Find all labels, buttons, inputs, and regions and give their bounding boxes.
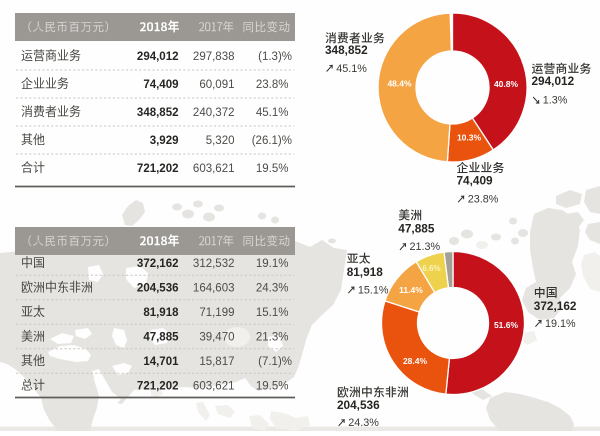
- svg-text:6.6%: 6.6%: [422, 264, 440, 273]
- svg-text:81,918: 81,918: [143, 307, 179, 319]
- svg-text:297,838: 297,838: [193, 51, 235, 63]
- svg-text:28.4%: 28.4%: [403, 356, 428, 366]
- svg-text:3,929: 3,929: [150, 135, 179, 147]
- svg-text:39,470: 39,470: [199, 332, 234, 344]
- svg-text:14,701: 14,701: [143, 356, 179, 368]
- svg-text:312,532: 312,532: [193, 258, 235, 270]
- svg-text:21.3%: 21.3%: [410, 241, 441, 253]
- svg-text:721,202: 721,202: [137, 163, 179, 175]
- svg-text:60,091: 60,091: [199, 79, 234, 91]
- svg-text:24.3%: 24.3%: [348, 417, 379, 429]
- svg-text:10.3%: 10.3%: [457, 132, 482, 142]
- svg-text:5,320: 5,320: [206, 135, 235, 147]
- svg-text:372,162: 372,162: [534, 299, 577, 313]
- svg-text:603,621: 603,621: [193, 163, 235, 175]
- svg-text:294,012: 294,012: [532, 74, 575, 88]
- svg-text:47,885: 47,885: [143, 332, 179, 344]
- svg-text:11.4%: 11.4%: [399, 285, 423, 295]
- svg-text:74,409: 74,409: [457, 173, 494, 187]
- svg-text:(1.3)%: (1.3)%: [258, 51, 292, 63]
- svg-text:1.3%: 1.3%: [543, 95, 568, 107]
- svg-text:48.4%: 48.4%: [387, 78, 412, 88]
- svg-text:24.3%: 24.3%: [256, 283, 289, 295]
- svg-text:19.5%: 19.5%: [256, 381, 289, 393]
- svg-text:40.8%: 40.8%: [494, 79, 519, 89]
- svg-text:204,536: 204,536: [137, 283, 179, 295]
- svg-text:45.1%: 45.1%: [256, 107, 289, 119]
- svg-text:204,536: 204,536: [337, 398, 380, 412]
- svg-text:372,162: 372,162: [137, 258, 179, 270]
- svg-text:348,852: 348,852: [137, 107, 179, 119]
- svg-text:51.6%: 51.6%: [494, 320, 519, 330]
- svg-text:294,012: 294,012: [137, 51, 179, 63]
- svg-text:721,202: 721,202: [137, 381, 179, 393]
- svg-text:71,199: 71,199: [199, 307, 234, 319]
- svg-text:23.8%: 23.8%: [468, 194, 499, 206]
- svg-text:81,918: 81,918: [347, 265, 384, 279]
- svg-text:348,852: 348,852: [325, 43, 368, 57]
- svg-text:15,817: 15,817: [199, 356, 234, 368]
- svg-text:240,372: 240,372: [193, 107, 235, 119]
- svg-text:(7.1)%: (7.1)%: [258, 356, 292, 368]
- svg-text:23.8%: 23.8%: [256, 79, 289, 91]
- svg-text:74,409: 74,409: [143, 79, 178, 91]
- svg-text:47,885: 47,885: [398, 222, 435, 236]
- svg-text:15.1%: 15.1%: [358, 285, 389, 297]
- svg-text:19.1%: 19.1%: [256, 258, 289, 270]
- svg-text:21.3%: 21.3%: [256, 332, 289, 344]
- svg-text:45.1%: 45.1%: [336, 63, 367, 75]
- svg-text:(26.1)%: (26.1)%: [252, 135, 292, 147]
- svg-text:164,603: 164,603: [193, 283, 235, 295]
- svg-text:19.5%: 19.5%: [256, 163, 289, 175]
- svg-text:19.1%: 19.1%: [545, 318, 576, 330]
- svg-text:603,621: 603,621: [193, 381, 235, 393]
- svg-text:15.1%: 15.1%: [256, 307, 289, 319]
